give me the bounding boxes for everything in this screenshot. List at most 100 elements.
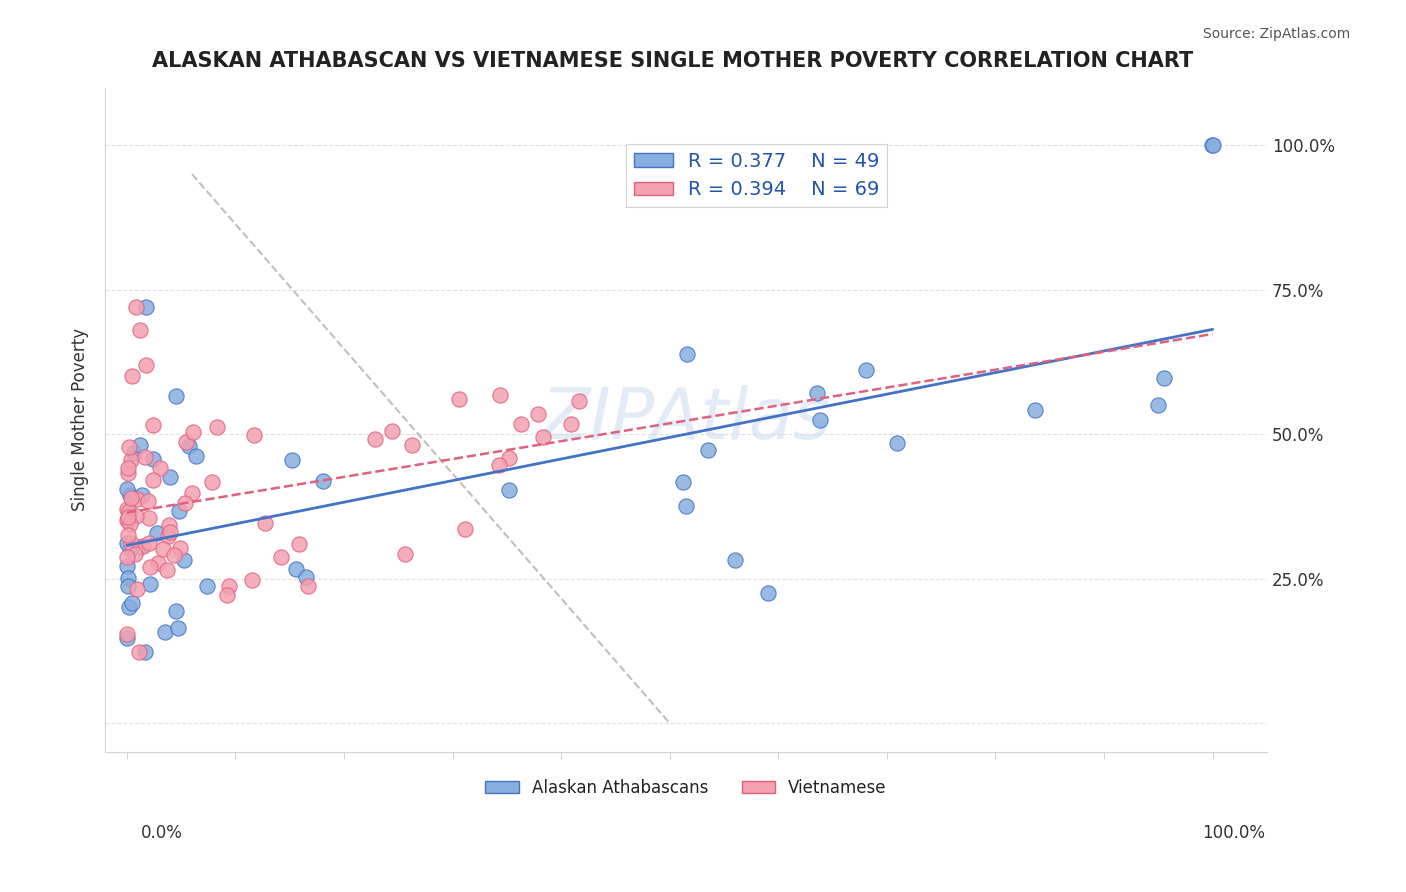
Point xyxy=(139,577,162,591)
Point xyxy=(531,429,554,443)
Point xyxy=(120,536,142,550)
Point xyxy=(281,453,304,467)
Point xyxy=(165,604,187,618)
Point xyxy=(1201,138,1223,153)
Point xyxy=(697,442,720,457)
Point xyxy=(167,621,190,635)
Point xyxy=(139,560,162,574)
Point xyxy=(156,563,179,577)
Point xyxy=(118,488,141,502)
Point xyxy=(756,586,779,600)
Point xyxy=(128,645,150,659)
Point xyxy=(201,475,224,489)
Point xyxy=(131,488,153,502)
Point xyxy=(117,571,139,585)
Point xyxy=(242,573,264,587)
Point xyxy=(568,393,591,408)
Point xyxy=(449,392,471,407)
Point xyxy=(177,439,200,453)
Point xyxy=(121,596,143,610)
Point xyxy=(394,547,416,561)
Point xyxy=(173,495,195,509)
Point xyxy=(149,461,172,475)
Point xyxy=(117,514,139,528)
Point xyxy=(115,559,138,574)
Point xyxy=(218,579,240,593)
Point xyxy=(134,645,156,659)
Point xyxy=(142,473,165,487)
Point xyxy=(1024,403,1046,417)
Point xyxy=(498,483,520,497)
Point xyxy=(152,541,174,556)
Point xyxy=(169,541,191,555)
Point xyxy=(401,438,423,452)
Point xyxy=(117,482,139,496)
Point xyxy=(129,437,152,451)
Point xyxy=(117,579,139,593)
Point xyxy=(157,528,180,542)
Point xyxy=(560,417,582,431)
Point xyxy=(118,541,141,556)
Point xyxy=(118,441,141,455)
Point xyxy=(117,509,139,524)
Point xyxy=(1201,138,1223,153)
Point xyxy=(165,389,187,403)
Point xyxy=(181,485,204,500)
Point xyxy=(146,556,169,570)
Point xyxy=(676,347,699,361)
Point xyxy=(142,418,165,433)
Point xyxy=(129,541,152,555)
Point xyxy=(270,550,292,565)
Point xyxy=(115,549,138,564)
Point xyxy=(124,300,146,314)
Point xyxy=(159,470,181,484)
Point xyxy=(167,504,190,518)
Point xyxy=(284,562,307,576)
Point xyxy=(806,385,828,400)
Point xyxy=(125,509,148,524)
Legend: Alaskan Athabascans, Vietnamese: Alaskan Athabascans, Vietnamese xyxy=(478,772,893,804)
Text: 0.0%: 0.0% xyxy=(141,824,183,842)
Point xyxy=(117,626,139,640)
Point xyxy=(163,549,186,563)
Point xyxy=(195,579,218,593)
Point xyxy=(138,511,160,525)
Point xyxy=(115,631,138,645)
Point xyxy=(215,588,238,602)
Point xyxy=(488,458,510,472)
Point xyxy=(174,434,197,449)
Point xyxy=(118,504,141,518)
Point xyxy=(117,600,139,615)
Point xyxy=(498,451,520,466)
Point xyxy=(136,493,159,508)
Point xyxy=(135,358,157,372)
Point xyxy=(127,491,149,506)
Point xyxy=(297,579,319,593)
Point xyxy=(526,408,548,422)
Point xyxy=(127,582,149,596)
Point xyxy=(132,539,155,553)
Y-axis label: Single Mother Poverty: Single Mother Poverty xyxy=(72,328,89,511)
Point xyxy=(253,516,276,531)
Point xyxy=(808,413,831,427)
Point xyxy=(242,428,264,442)
Point xyxy=(120,453,142,467)
Point xyxy=(510,417,533,432)
Point xyxy=(205,420,228,434)
Point xyxy=(312,474,335,488)
Point xyxy=(146,525,169,540)
Point xyxy=(672,475,695,490)
Point xyxy=(855,363,877,377)
Point xyxy=(675,499,697,513)
Point xyxy=(1147,398,1170,412)
Point xyxy=(381,424,404,438)
Point xyxy=(155,625,177,640)
Point xyxy=(489,387,512,401)
Text: ALASKAN ATHABASCAN VS VIETNAMESE SINGLE MOTHER POVERTY CORRELATION CHART: ALASKAN ATHABASCAN VS VIETNAMESE SINGLE … xyxy=(152,51,1192,70)
Point xyxy=(121,491,143,506)
Point xyxy=(117,513,139,527)
Point xyxy=(288,537,311,551)
Point xyxy=(115,536,138,550)
Point xyxy=(121,369,143,384)
Point xyxy=(134,450,156,464)
